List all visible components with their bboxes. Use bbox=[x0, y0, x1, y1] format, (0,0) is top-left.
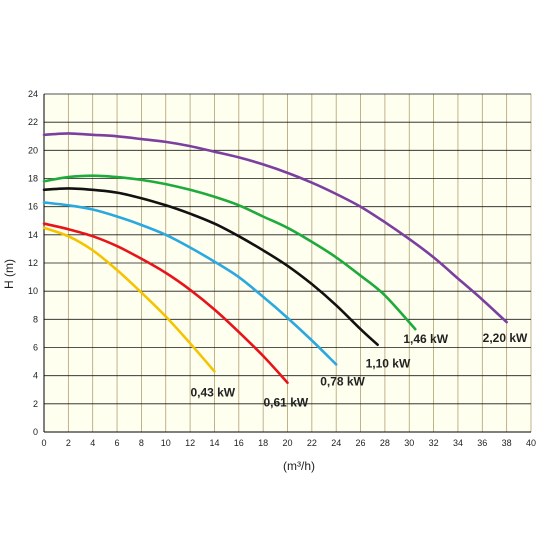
x-tick-label: 40 bbox=[526, 438, 536, 448]
series-labels: 0,43 kW 0,61 kW 0,78 kW1,10 kW 1,46 kW 2,20 … bbox=[190, 331, 528, 410]
x-tick-labels: 0 2 4 6 8 10 12 14 16 18 20 22 24 26 28 30 32 34 36 38 40 bbox=[41, 438, 536, 448]
x-tick-label: 36 bbox=[477, 438, 487, 448]
x-tick-label: 14 bbox=[209, 438, 219, 448]
y-tick-label: 8 bbox=[33, 314, 38, 324]
x-tick-label: 8 bbox=[139, 438, 144, 448]
x-tick-label: 6 bbox=[115, 438, 120, 448]
series-line bbox=[42, 226, 216, 373]
y-tick-label: 6 bbox=[33, 343, 38, 353]
x-tick-label: 26 bbox=[356, 438, 366, 448]
gridlines bbox=[43, 93, 532, 433]
series-line bbox=[42, 132, 508, 324]
y-tick-label: 4 bbox=[33, 371, 38, 381]
x-tick-label: 20 bbox=[282, 438, 292, 448]
series-label: 1,10 kW bbox=[366, 357, 411, 371]
y-axis-title: H (m) bbox=[2, 259, 16, 289]
series-lines bbox=[42, 132, 508, 384]
x-tick-label: 16 bbox=[234, 438, 244, 448]
series-label: 0,61 kW bbox=[264, 396, 309, 410]
x-tick-label: 4 bbox=[90, 438, 95, 448]
y-tick-label: 24 bbox=[28, 89, 38, 99]
x-tick-label: 2 bbox=[66, 438, 71, 448]
y-tick-label: 16 bbox=[28, 202, 38, 212]
x-axis-title: (m³/h) bbox=[283, 459, 315, 473]
x-tick-label: 38 bbox=[502, 438, 512, 448]
x-tick-label: 28 bbox=[380, 438, 390, 448]
x-tick-label: 32 bbox=[429, 438, 439, 448]
series-line bbox=[42, 201, 338, 366]
x-tick-label: 0 bbox=[41, 438, 46, 448]
series-label: 2,20 kW bbox=[483, 331, 528, 345]
y-tick-label: 12 bbox=[28, 258, 38, 268]
x-tick-label: 18 bbox=[258, 438, 268, 448]
series-label: 0,78 kW bbox=[320, 374, 365, 388]
y-tick-label: 2 bbox=[33, 399, 38, 409]
series-label: 0,43 kW bbox=[190, 385, 235, 399]
series-line bbox=[42, 187, 379, 346]
x-tick-label: 24 bbox=[331, 438, 341, 448]
y-tick-label: 10 bbox=[28, 286, 38, 296]
series-label: 1,46 kW bbox=[403, 332, 448, 346]
y-tick-label: 20 bbox=[28, 145, 38, 155]
x-tick-label: 30 bbox=[404, 438, 414, 448]
x-tick-label: 12 bbox=[185, 438, 195, 448]
y-tick-label: 18 bbox=[28, 174, 38, 184]
x-tick-label: 10 bbox=[161, 438, 171, 448]
y-tick-label: 0 bbox=[33, 427, 38, 437]
series-line bbox=[42, 174, 417, 331]
y-tick-label: 22 bbox=[28, 117, 38, 127]
x-tick-label: 34 bbox=[453, 438, 463, 448]
series-line bbox=[42, 222, 289, 384]
y-tick-label: 14 bbox=[28, 230, 38, 240]
x-tick-label: 22 bbox=[307, 438, 317, 448]
